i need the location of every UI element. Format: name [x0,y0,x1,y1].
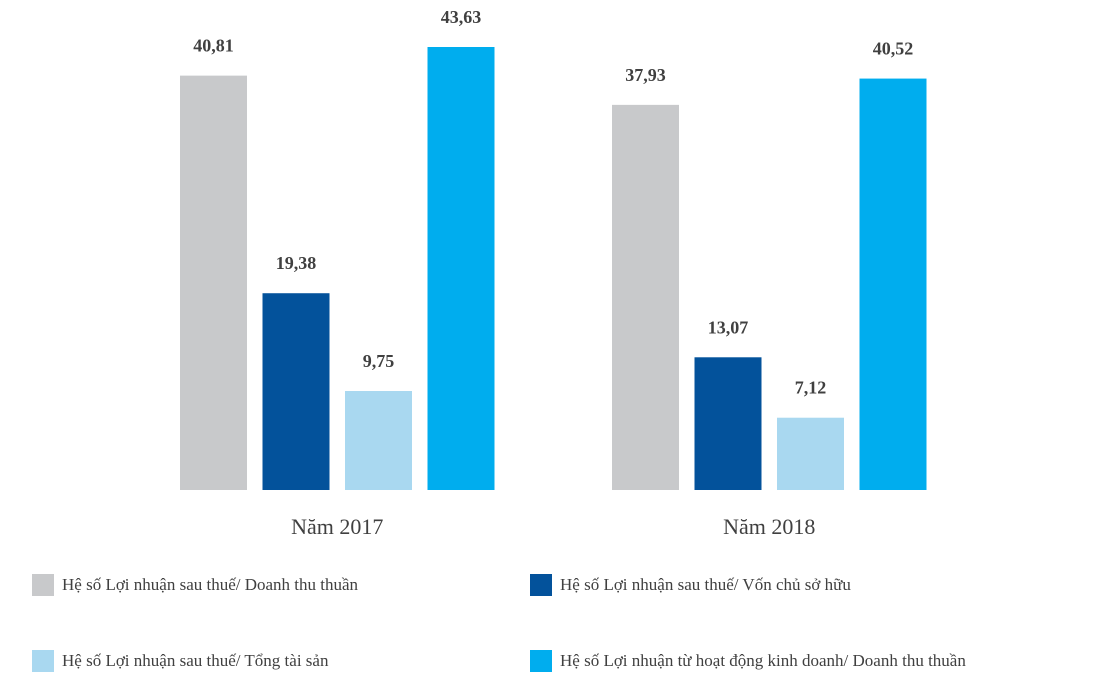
legend-swatch [530,574,552,596]
data-label: 9,75 [363,351,395,371]
bar-chart: 40,81 19,38 9,75 43,63 Năm 2017 37,93 13,07 7,1… [180,7,927,539]
data-label: 40,81 [193,36,234,56]
legend-item-operating-profit-revenue: Hệ số Lợi nhuận từ hoạt động kinh doanh/… [530,650,966,672]
legend-label: Hệ số Lợi nhuận sau thuế/ Tổng tài sản [62,651,329,670]
bar [777,417,844,490]
legend-label: Hệ số Lợi nhuận sau thuế/ Doanh thu thuầ… [62,575,359,594]
data-label: 19,38 [276,253,317,273]
legend-label: Hệ số Lợi nhuận sau thuế/ Vốn chủ sở hữu [560,575,851,594]
bar [180,75,247,490]
bar [345,391,412,490]
legend-swatch [530,650,552,672]
data-label: 37,93 [625,65,666,85]
bar [612,104,679,491]
legend-label: Hệ số Lợi nhuận từ hoạt động kinh doanh/… [560,651,966,670]
legend-swatch [32,650,54,672]
legend-swatch [32,574,54,596]
category-label: Năm 2018 [723,514,815,539]
category-label: Năm 2017 [291,514,383,539]
data-label: 13,07 [708,317,749,337]
legend-item-net-profit-revenue: Hệ số Lợi nhuận sau thuế/ Doanh thu thuầ… [32,574,358,596]
bar [262,293,330,490]
data-label: 40,52 [873,39,914,59]
legend-item-net-profit-equity: Hệ số Lợi nhuận sau thuế/ Vốn chủ sở hữu [530,574,851,596]
legend-item-net-profit-assets: Hệ số Lợi nhuận sau thuế/ Tổng tài sản [32,650,328,672]
data-label: 43,63 [441,7,482,27]
bar [694,357,762,490]
bar [427,47,495,490]
data-label: 7,12 [795,378,827,398]
bar [859,78,927,491]
